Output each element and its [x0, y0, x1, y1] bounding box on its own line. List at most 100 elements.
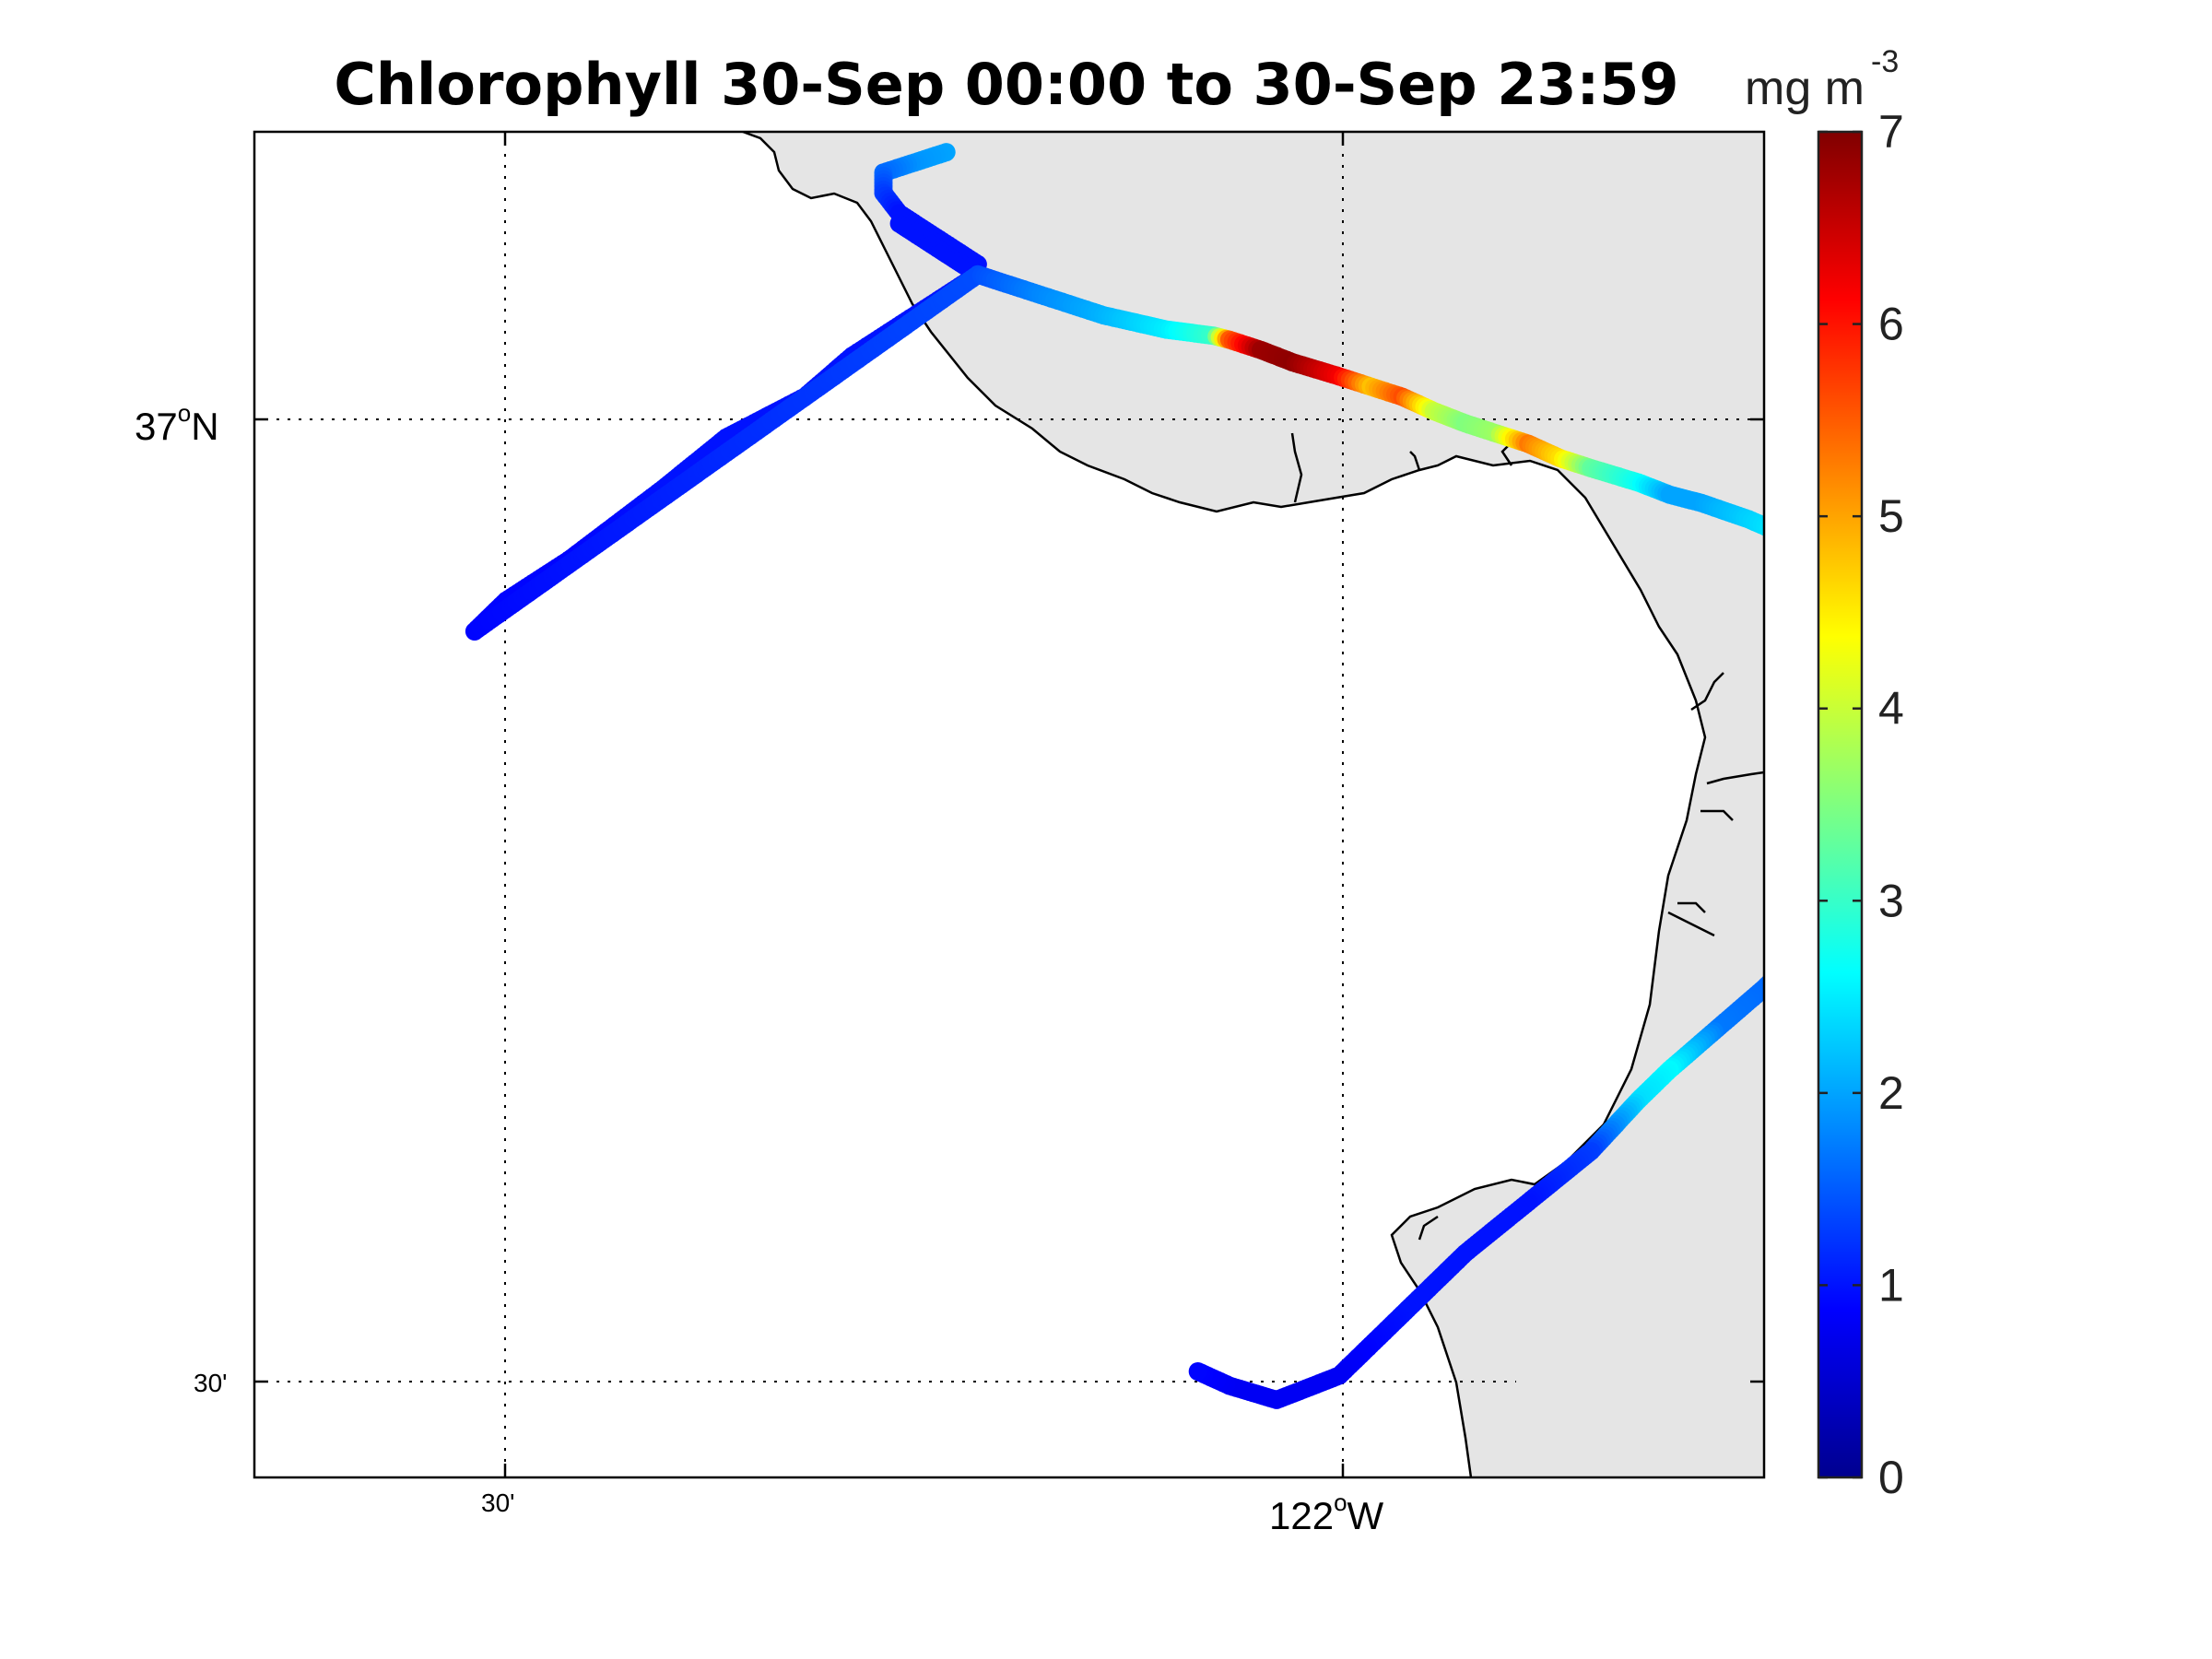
track-point — [1762, 524, 1764, 535]
track-point — [2044, 619, 2063, 638]
track-point — [1948, 793, 1967, 811]
track-point — [2063, 682, 2081, 700]
track-point — [1971, 591, 1990, 609]
track-point — [1954, 789, 1972, 807]
track-point — [1881, 561, 1900, 580]
track-point — [1918, 574, 1936, 593]
track-point — [1888, 563, 1906, 582]
track-point — [2028, 612, 2046, 630]
track-point — [1965, 589, 1983, 607]
track-point — [2047, 702, 2065, 721]
track-point — [1963, 782, 1982, 801]
track-point — [1779, 956, 1797, 974]
track-point — [1924, 808, 1943, 827]
track-point — [1899, 833, 1917, 852]
track-point — [2042, 708, 2061, 726]
track-point — [1999, 752, 2018, 771]
track-point — [2065, 679, 2083, 698]
track-point — [2012, 739, 2030, 758]
track-point — [1900, 830, 1919, 849]
track-point — [1762, 975, 1764, 986]
track-point — [2005, 603, 2023, 621]
track-point — [1759, 520, 1764, 536]
track-point — [2004, 747, 2022, 766]
track-point — [1783, 951, 1802, 970]
track-point — [2051, 622, 2069, 641]
track-point — [1903, 828, 1922, 846]
track-point — [1960, 784, 1979, 803]
colorbar-ticks: 0 1 2 3 4 5 6 7 — [1818, 106, 1904, 1503]
track-point — [2019, 732, 2038, 750]
track-point — [1981, 770, 1999, 788]
track-point — [1877, 559, 1896, 578]
track-point — [1941, 582, 1959, 600]
track-point — [1796, 534, 1815, 552]
track-point — [1867, 557, 1886, 575]
track-point — [1931, 578, 1949, 596]
track-point — [1864, 555, 1882, 573]
track-point — [2077, 641, 2095, 660]
track-point — [2011, 606, 2030, 624]
track-point — [2063, 629, 2081, 648]
lat-label-30min: 30' — [194, 1369, 228, 1397]
track-point — [2053, 624, 2072, 642]
track-point — [2060, 628, 2078, 646]
track-point — [2080, 659, 2099, 677]
track-point — [2022, 729, 2041, 747]
ship-track — [465, 143, 2103, 1409]
track-point — [2021, 609, 2040, 628]
track-point — [1912, 816, 1931, 834]
track-point — [2002, 602, 2020, 620]
track-point — [2069, 632, 2088, 651]
colorbar-tick-label: 6 — [1878, 299, 1904, 350]
track-point — [1768, 966, 1786, 984]
track-point — [2041, 618, 2060, 636]
track-point — [1800, 535, 1818, 553]
track-point — [1994, 599, 2013, 618]
track-point — [1910, 818, 1928, 837]
track-point — [1927, 806, 1946, 825]
track-point — [1914, 572, 1933, 591]
track-point — [2083, 655, 2101, 674]
track-point — [1766, 522, 1784, 540]
track-point — [1985, 595, 2004, 614]
river-lines — [1290, 432, 1764, 1241]
track-point — [1874, 559, 1892, 577]
colorbar-units: mg m — [1745, 62, 1865, 115]
axis-ticks — [254, 132, 1764, 1477]
track-point — [1770, 524, 1788, 542]
track-point — [1942, 796, 1960, 815]
track-point — [2052, 697, 2070, 715]
track-point — [1789, 946, 1807, 964]
colorbar — [1817, 130, 1864, 1479]
track-point — [2049, 700, 2067, 718]
track-point — [1861, 554, 1879, 572]
track-point — [1915, 814, 1934, 832]
track-point — [2083, 650, 2101, 668]
track-point — [1924, 576, 1943, 594]
track-point — [1783, 529, 1802, 547]
track-point — [1908, 571, 1926, 589]
track-point — [1900, 568, 1919, 586]
track-point — [1996, 755, 2015, 773]
track-point — [1897, 836, 1915, 854]
track-point — [1771, 964, 1789, 982]
track-point — [1972, 777, 1991, 795]
track-point — [2066, 630, 2085, 649]
chart-title: Chlorophyll 30-Sep 00:00 to 30-Sep 23:59 — [334, 51, 1678, 118]
track-point — [1983, 768, 2001, 786]
colorbar-tick-label: 1 — [1878, 1259, 1904, 1311]
track-point — [2030, 722, 2049, 740]
track-point — [2080, 647, 2099, 665]
track-point — [1988, 596, 2006, 615]
track-point — [1948, 583, 1967, 602]
track-point — [1786, 948, 1805, 967]
track-point — [1979, 593, 1997, 611]
track-point — [1883, 853, 1901, 872]
map-frame — [253, 130, 1766, 1479]
track-point — [2032, 719, 2051, 737]
lon-label-122w: 122oW — [1269, 1488, 1384, 1537]
track-point — [1921, 810, 1939, 829]
track-point — [2085, 653, 2103, 671]
